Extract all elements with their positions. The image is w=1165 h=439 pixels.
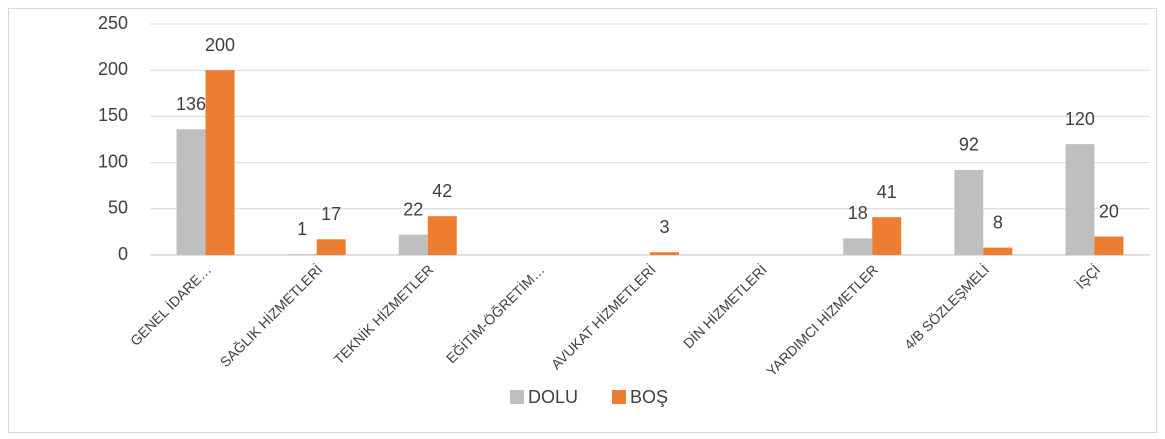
y-tick-label: 100 [98,151,128,171]
y-tick-label: 200 [98,59,128,79]
data-label: 17 [321,204,341,224]
bar [205,70,235,255]
bar [287,254,317,255]
bar [954,169,984,255]
data-label: 1 [297,219,307,239]
bar [427,216,457,255]
data-label: 200 [205,35,235,55]
legend-label: DOLU [528,387,578,407]
data-label: 42 [432,181,452,201]
y-tick-label: 0 [118,244,128,264]
y-tick-label: 250 [98,13,128,33]
y-tick-label: 50 [108,198,128,218]
data-label: 41 [877,182,897,202]
bar [316,239,346,255]
data-label: 3 [659,217,669,237]
data-label: 20 [1099,201,1119,221]
data-label: 136 [176,94,206,114]
bar [1065,144,1095,255]
bar [176,129,206,255]
bar [398,234,428,255]
data-label: 8 [993,212,1003,232]
bar [843,238,873,255]
data-label: 18 [848,203,868,223]
legend-label: BOŞ [630,387,668,407]
bar [983,247,1013,255]
y-tick-label: 150 [98,105,128,125]
data-label: 92 [959,135,979,155]
bar [872,217,902,255]
legend-swatch [510,390,524,404]
data-label: 120 [1065,109,1095,129]
bar [1094,236,1124,255]
data-label: 22 [403,199,423,219]
bar [650,252,679,255]
legend-swatch [612,390,626,404]
